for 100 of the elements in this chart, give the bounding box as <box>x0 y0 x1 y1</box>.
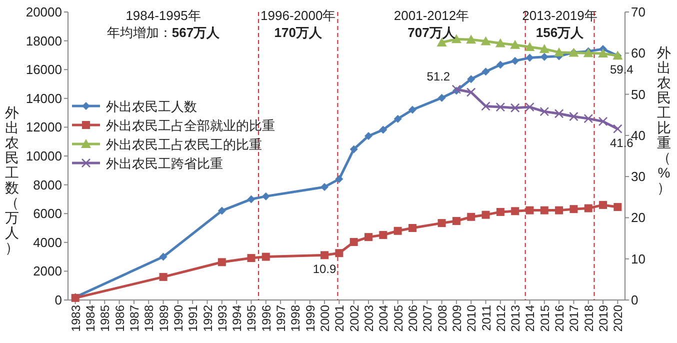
point <box>524 42 535 51</box>
x-tick-label: 1997 <box>274 304 288 332</box>
point <box>481 102 490 111</box>
x-tick-label: 2004 <box>376 304 391 332</box>
point <box>466 34 476 44</box>
point <box>218 258 226 266</box>
point <box>495 38 506 48</box>
point <box>510 40 520 49</box>
point <box>159 272 168 281</box>
point <box>466 88 476 97</box>
annotation: 2013-2019年 <box>522 8 598 23</box>
point <box>569 112 578 122</box>
x-tick-label: 2016 <box>552 304 567 332</box>
legend-label: 外出农民工人数 <box>106 100 197 115</box>
annotation: 年均增加：567万人 <box>106 25 221 40</box>
x-tick-label: 1986 <box>112 304 127 332</box>
point <box>526 54 534 62</box>
x-tick-label: 1994 <box>230 304 244 332</box>
point <box>408 224 416 232</box>
y-tick-label: 18000 <box>26 33 62 48</box>
point <box>570 205 578 214</box>
x-tick-label: 2019 <box>596 304 611 332</box>
point <box>613 124 622 134</box>
x-tick-label: 2006 <box>406 304 420 332</box>
y-tick-label: 6000 <box>33 206 62 222</box>
point <box>526 206 534 214</box>
annotation: 707万人 <box>408 25 456 40</box>
point <box>511 207 520 216</box>
annotation: 156万人 <box>536 25 585 40</box>
x-tick-label: 2007 <box>420 304 435 332</box>
data-label: 51.2 <box>426 69 450 84</box>
point <box>394 114 402 123</box>
point <box>540 106 550 116</box>
annotation: 1996-2000年 <box>260 8 336 23</box>
y-tick-label: 10000 <box>26 148 62 164</box>
point <box>614 203 622 212</box>
x-tick-label: 1984 <box>83 304 98 332</box>
y2-tick-label: 70 <box>631 4 646 20</box>
point <box>554 47 564 56</box>
point <box>496 60 504 69</box>
point <box>467 75 476 84</box>
text: 外出农民工数（万人） <box>5 104 19 256</box>
point <box>247 195 256 204</box>
x-tick-label: 2015 <box>538 304 552 332</box>
y-tick-label: 8000 <box>33 177 62 192</box>
point <box>438 94 446 102</box>
x-tick-label: 2012 <box>494 304 508 332</box>
point <box>496 208 504 216</box>
point <box>335 249 344 258</box>
y-tick-label: 16000 <box>26 62 62 78</box>
y2-tick-label: 10 <box>631 251 646 266</box>
x-tick-label: 1985 <box>98 304 112 332</box>
point <box>394 226 402 235</box>
point <box>438 219 446 228</box>
point <box>540 52 548 61</box>
data-label: 10.9 <box>312 262 337 276</box>
x-tick-label: 1988 <box>142 304 156 332</box>
point <box>218 206 226 215</box>
point <box>320 251 329 260</box>
point <box>364 233 372 242</box>
x-tick-label: 2001 <box>332 304 347 332</box>
x-tick-label: 2008 <box>435 304 450 332</box>
annotation: 2001-2012年 <box>394 8 470 23</box>
x-tick-label: 1983 <box>68 304 83 332</box>
point <box>525 102 534 112</box>
x-tick-label: 2005 <box>391 304 406 332</box>
annotation: 170万人 <box>274 25 323 40</box>
y2-tick-label: 0 <box>631 292 638 308</box>
y-tick-label: 14000 <box>26 90 62 106</box>
point <box>540 206 548 214</box>
y2-tick-label: 20 <box>631 210 646 226</box>
x-tick-label: 2010 <box>464 304 479 332</box>
point <box>539 44 550 54</box>
point <box>408 106 416 114</box>
x-tick-label: 2003 <box>362 304 376 332</box>
x-tick-label: 1990 <box>171 304 186 332</box>
point <box>320 182 329 191</box>
point <box>335 175 344 184</box>
point <box>350 145 358 154</box>
x-tick-label: 1995 <box>244 304 259 332</box>
point <box>467 212 476 221</box>
point <box>482 210 490 219</box>
point <box>584 204 592 212</box>
x-tick-label: 2018 <box>582 304 596 332</box>
point <box>598 116 608 126</box>
x-tick-label: 1992 <box>200 304 215 332</box>
x-tick-label: 1989 <box>156 304 171 332</box>
annotation: 1984-1995年 <box>126 8 201 23</box>
x-tick-label: 2009 <box>450 304 464 332</box>
point <box>379 230 388 239</box>
y-tick-label: 4000 <box>33 234 62 250</box>
y2-tick-label: 40 <box>631 128 646 143</box>
x-tick-label: 1996 <box>259 304 274 332</box>
point <box>364 132 372 140</box>
legend-label: 外出农民工跨省比重 <box>106 157 223 172</box>
point <box>510 103 520 113</box>
point <box>159 252 168 261</box>
x-tick-label: 2014 <box>523 304 538 332</box>
x-tick-label: 1987 <box>127 304 142 332</box>
point <box>452 217 460 226</box>
